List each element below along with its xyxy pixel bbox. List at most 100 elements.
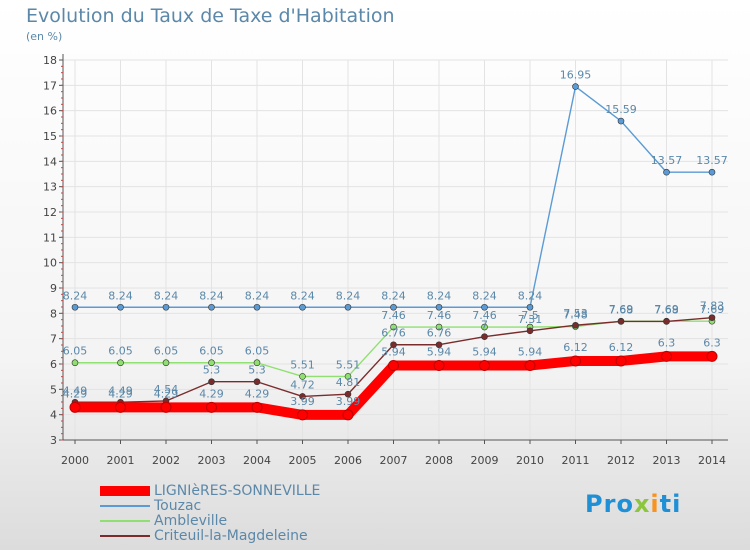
data-label: 4.81 (336, 376, 361, 389)
data-point (69, 401, 81, 413)
x-tick-label: 2001 (107, 454, 135, 467)
legend-swatch-criteuil (100, 535, 150, 537)
data-label: 7.53 (563, 307, 588, 320)
data-point (479, 360, 490, 372)
data-label: 6.3 (703, 336, 721, 349)
data-point (617, 117, 625, 125)
line-chart: 3 4 5 6 7 8 9 10 11 12 13 14 15 16 17 18 2000 2001 2002 200… (43, 54, 728, 467)
data-label: 8.24 (427, 289, 452, 302)
data-label: 4.49 (108, 384, 133, 397)
data-point (342, 409, 354, 421)
data-label: 8.24 (245, 289, 270, 302)
data-point (708, 168, 716, 176)
data-label: 6.12 (563, 341, 588, 354)
x-tick-label: 2009 (471, 454, 499, 467)
data-label: 7.68 (654, 303, 679, 316)
data-point (208, 303, 215, 311)
y-tick-label: 3 (50, 434, 57, 447)
data-point (433, 360, 445, 372)
data-point (663, 168, 670, 176)
legend-label: Criteuil-la-Magdeleine (154, 528, 308, 544)
chart-title: Evolution du Taux de Taxe d'Habitation (26, 5, 395, 27)
data-point (572, 83, 579, 90)
x-tick-label: 2003 (198, 454, 226, 467)
x-tick-label: 2000 (61, 454, 89, 467)
x-tick-label: 2004 (243, 454, 271, 467)
data-point (297, 409, 308, 421)
data-point (570, 355, 581, 367)
data-point (481, 323, 488, 331)
data-point (208, 378, 215, 386)
data-label: 7.5 (521, 309, 539, 322)
y-tick-label: 4 (50, 409, 57, 422)
data-label: 8.24 (290, 289, 315, 302)
data-label: 8.24 (472, 289, 497, 302)
data-point (206, 401, 217, 413)
data-label: 7.68 (609, 303, 634, 316)
x-tick-label: 2014 (698, 454, 726, 467)
data-label: 7.46 (472, 309, 497, 322)
data-point (617, 318, 625, 325)
data-label: 5.94 (518, 346, 543, 359)
data-point (115, 401, 126, 413)
data-label: 4.29 (108, 387, 133, 400)
data-point (390, 341, 397, 349)
data-point (251, 401, 263, 413)
data-label: 7.46 (381, 309, 406, 322)
data-point (162, 303, 170, 311)
x-tick-label: 2013 (653, 454, 681, 467)
data-label: 6.05 (154, 345, 179, 358)
data-point (208, 359, 215, 367)
legend-swatch-ambleville (100, 520, 150, 522)
x-tick-label: 2002 (152, 454, 180, 467)
data-label: 8.24 (154, 289, 179, 302)
data-label: 3.99 (290, 395, 315, 408)
data-label: 7.69 (609, 303, 634, 316)
y-tick-label: 9 (50, 282, 57, 295)
data-label: 6.05 (199, 345, 224, 358)
data-label: 7.31 (518, 313, 543, 326)
data-point (526, 303, 534, 311)
data-point (117, 303, 124, 311)
y-tick-label: 13 (43, 181, 57, 194)
data-label: 8.24 (336, 289, 361, 302)
data-label: 4.72 (290, 378, 315, 391)
y-tick-label: 11 (43, 231, 57, 244)
data-label: 6.12 (609, 341, 634, 354)
data-label: 4.54 (154, 383, 179, 396)
data-label: 6.76 (427, 327, 452, 340)
legend-label: LIGNIèRES-SONNEVILLE (154, 483, 321, 499)
data-point (162, 359, 170, 367)
x-tick-label: 2011 (562, 454, 590, 467)
data-label: 4.29 (154, 387, 179, 400)
y-tick-label: 6 (50, 358, 57, 371)
data-label: 6.3 (658, 336, 676, 349)
x-tick-label: 2005 (289, 454, 317, 467)
data-label: 4.29 (245, 387, 270, 400)
data-point (160, 401, 172, 413)
y-tick-label: 7 (50, 333, 57, 346)
data-label: 8.24 (63, 289, 88, 302)
y-tick-label: 5 (50, 383, 57, 396)
data-point (344, 303, 352, 311)
data-label: 13.57 (651, 154, 683, 167)
x-tick-label: 2008 (425, 454, 453, 467)
legend-swatch-touzac (100, 505, 150, 507)
data-point (71, 359, 79, 367)
data-point (708, 314, 716, 321)
y-tick-label: 10 (43, 257, 57, 270)
data-label: 4.29 (199, 387, 224, 400)
data-label: 7 (481, 319, 488, 332)
data-point (481, 333, 488, 340)
data-label: 16.95 (560, 69, 592, 82)
data-point (435, 341, 443, 349)
legend-label: Ambleville (154, 513, 228, 529)
data-point (572, 321, 579, 329)
x-tick-label: 2006 (334, 454, 362, 467)
data-label: 6.05 (108, 345, 133, 358)
y-tick-label: 15 (43, 130, 57, 143)
data-point (344, 390, 352, 398)
data-point (253, 359, 261, 367)
data-label: 4.29 (63, 387, 88, 400)
data-label: 5.94 (381, 346, 406, 359)
